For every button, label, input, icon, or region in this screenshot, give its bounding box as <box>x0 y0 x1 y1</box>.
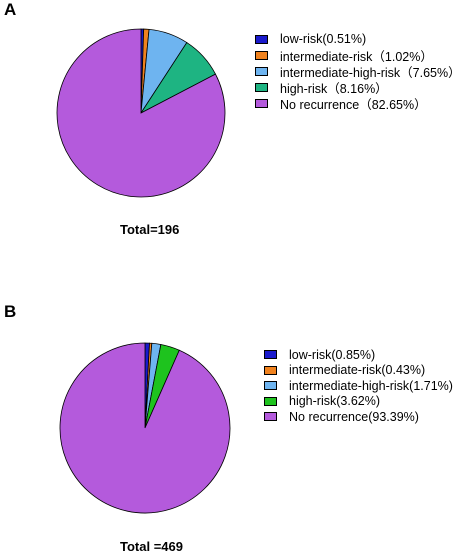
legend-label: intermediate-risk（1.02%） <box>280 49 433 64</box>
legend-label: No recurrence（82.65%） <box>280 97 427 112</box>
legend-b: low-risk(0.85%) intermediate-risk(0.43%) i… <box>264 347 453 425</box>
legend-label: high-risk(3.62%) <box>289 394 381 409</box>
pie-slice-4 <box>59 342 231 514</box>
panel-label: B <box>4 302 17 321</box>
pie-chart-b <box>59 342 231 514</box>
legend-swatch <box>264 381 277 391</box>
legend-swatch <box>264 412 277 422</box>
legend-swatch <box>255 50 268 60</box>
panel-label: A <box>4 0 17 19</box>
legend-item-1: intermediate-risk(0.43%) <box>264 363 453 379</box>
pie-slice-4 <box>56 28 226 198</box>
legend-item-4: No recurrence（82.65%） <box>255 95 461 112</box>
legend-a: low-risk(0.51%) intermediate-risk（1.02%） i… <box>255 31 461 112</box>
legend-label: low-risk(0.85%) <box>289 347 376 362</box>
legend-swatch <box>264 350 277 360</box>
legend-item-0: low-risk(0.85%) <box>264 347 453 363</box>
legend-item-2: intermediate-high-risk（7.65%） <box>255 63 461 80</box>
pie-chart-a <box>56 28 226 198</box>
total-label: Total =469 <box>120 539 183 554</box>
legend-swatch <box>264 396 277 406</box>
legend-item-4: No recurrence(93.39%) <box>264 409 453 425</box>
panel-a: A Total=196 low-risk(0.51%) intermediate-… <box>0 0 474 276</box>
legend-swatch <box>255 82 268 92</box>
legend-label: low-risk(0.51%) <box>280 32 367 46</box>
legend-swatch <box>255 34 268 44</box>
legend-label: No recurrence(93.39%) <box>289 409 419 424</box>
total-label: Total=196 <box>120 222 180 237</box>
legend-label: intermediate-risk(0.43%) <box>289 363 426 378</box>
legend-swatch <box>255 66 268 76</box>
legend-item-3: high-risk（8.16%） <box>255 79 461 96</box>
legend-label: intermediate-high-risk(1.71%) <box>289 378 453 393</box>
legend-item-1: intermediate-risk（1.02%） <box>255 47 461 64</box>
legend-swatch <box>264 365 277 375</box>
legend-label: intermediate-high-risk（7.65%） <box>280 65 461 80</box>
legend-swatch <box>255 98 268 108</box>
legend-item-0: low-risk(0.51%) <box>255 31 461 47</box>
legend-item-2: intermediate-high-risk(1.71%) <box>264 378 453 394</box>
legend-label: high-risk（8.16%） <box>280 81 388 96</box>
panel-b: B Total =469 low-risk(0.85%) intermediate… <box>0 276 474 554</box>
legend-item-3: high-risk(3.62%) <box>264 394 453 410</box>
